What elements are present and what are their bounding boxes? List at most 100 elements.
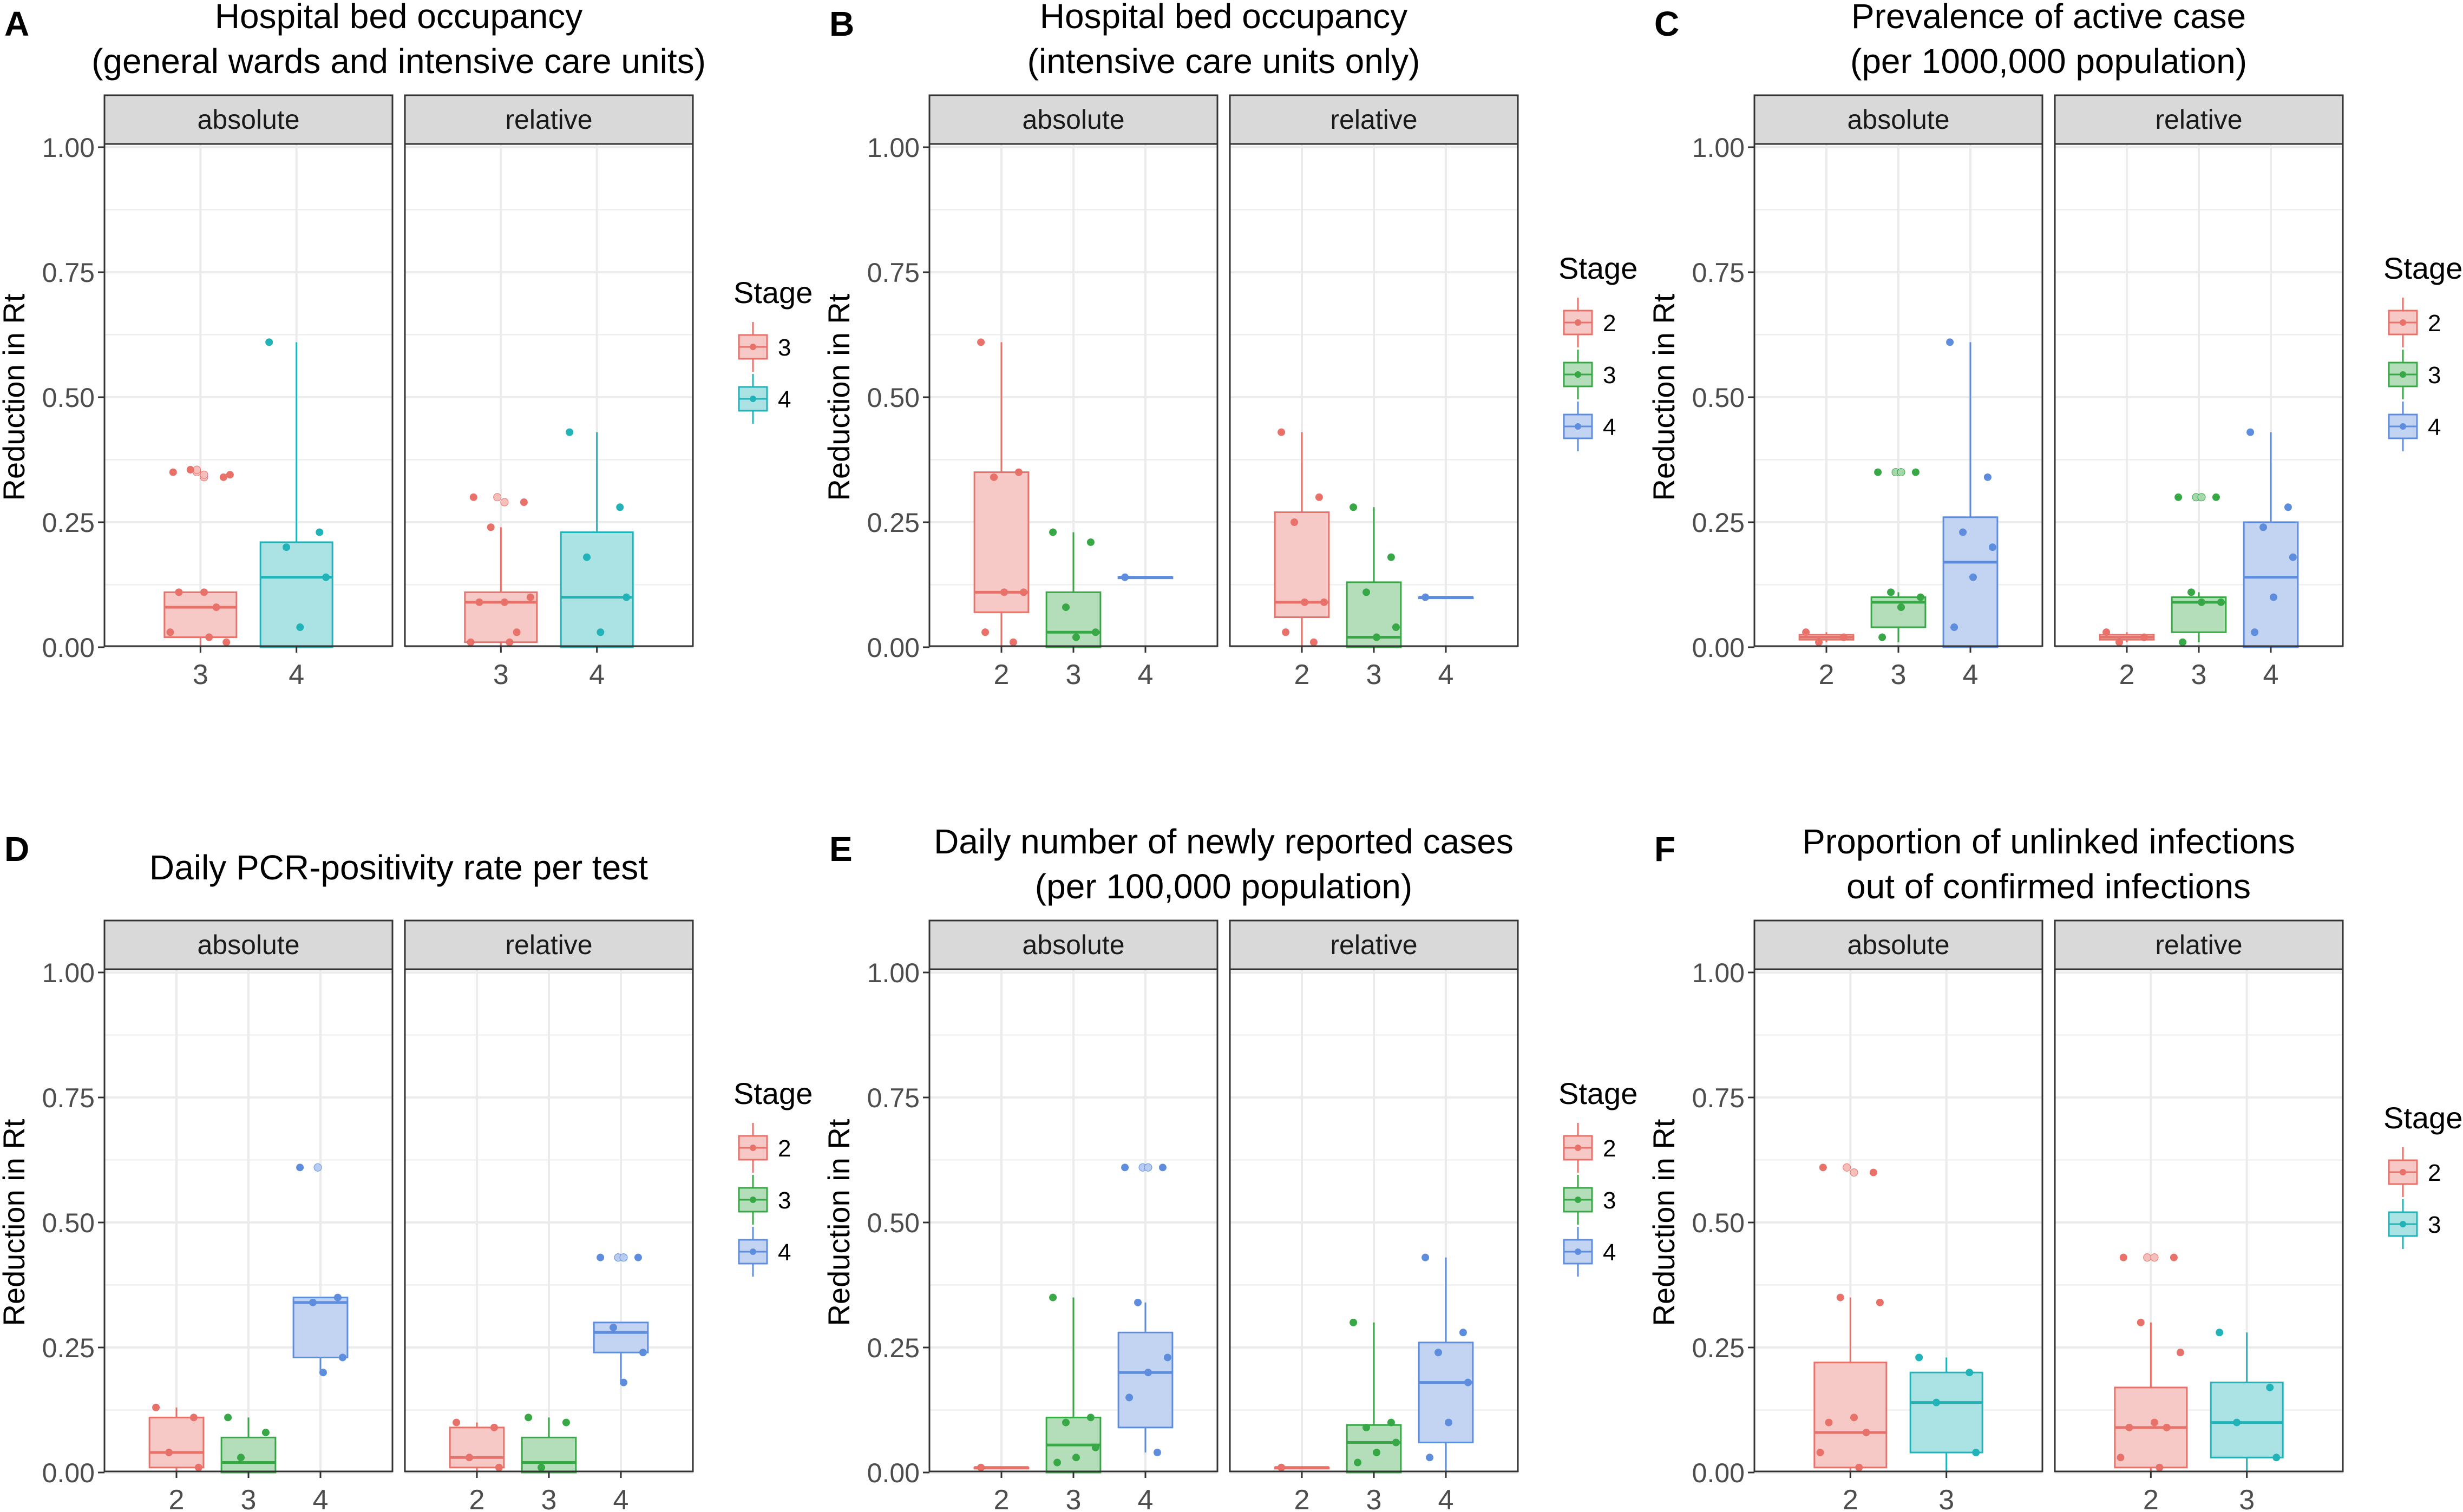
box-iqr	[220, 1436, 277, 1474]
panel-title-line: Daily number of newly reported cases	[934, 822, 1514, 861]
data-point	[506, 638, 514, 646]
facet-strip	[2054, 919, 2344, 970]
y-tick-label: 1.00	[867, 958, 920, 988]
facet-strip	[928, 919, 1219, 970]
data-point	[1816, 1449, 1824, 1457]
data-point	[309, 1298, 317, 1306]
data-point	[2176, 1349, 2184, 1357]
x-tick-label: 2	[2119, 659, 2135, 691]
data-point	[526, 593, 534, 601]
data-point	[194, 1463, 202, 1471]
data-point	[296, 1163, 304, 1172]
data-point	[1815, 638, 1823, 646]
box-iqr	[163, 591, 238, 639]
data-point	[513, 628, 521, 636]
data-point	[990, 473, 998, 481]
facet-relative: relative 2 3	[2054, 919, 2344, 1512]
data-point	[475, 598, 483, 606]
data-point	[1434, 1349, 1443, 1357]
data-point	[1158, 1163, 1167, 1172]
data-point	[1444, 1418, 1452, 1426]
data-point	[1320, 598, 1328, 606]
box-iqr	[593, 1322, 649, 1353]
data-point	[610, 1324, 618, 1332]
data-point	[1972, 1449, 1980, 1457]
box-iqr	[560, 531, 634, 648]
data-point	[175, 588, 183, 596]
x-tick-label: 2	[1819, 659, 1835, 691]
panel-title-line: (general wards and intensive care units)	[91, 42, 706, 81]
box-stage-4	[593, 1253, 649, 1386]
legend: Stage 3 4	[733, 275, 813, 424]
plot-border	[1753, 968, 2043, 1472]
data-point	[500, 598, 508, 606]
box-stage-2	[973, 338, 1030, 647]
box-stage-3	[521, 1414, 577, 1474]
box-iqr	[521, 1436, 577, 1474]
panel-c: C Prevalence of active case (per 1000,000 …	[1647, 0, 2462, 691]
y-tick-label: 0.75	[867, 1083, 920, 1113]
x-tick-label: 3	[1366, 659, 1382, 691]
x-tick-label: 2	[994, 659, 1010, 691]
panel-label: B	[829, 4, 854, 43]
y-axis-label: Reduction in Rt	[0, 293, 31, 501]
box-iqr	[1418, 1342, 1474, 1444]
data-point	[1362, 588, 1371, 596]
y-tick-label: 0.25	[1692, 1333, 1745, 1363]
legend-label: 4	[778, 1239, 791, 1266]
panel-title-line: (per 1000,000 population)	[1850, 42, 2247, 81]
y-tick-label: 0.25	[867, 508, 920, 538]
plot-area	[104, 144, 392, 646]
data-point	[2266, 1383, 2274, 1391]
data-point	[1091, 628, 1099, 636]
x-tick-label: 2	[169, 1484, 185, 1512]
box-stage-4	[1942, 338, 1999, 648]
data-point	[1387, 553, 1395, 561]
plot-border	[2054, 968, 2344, 1472]
y-tick-label: 0.25	[42, 1333, 95, 1363]
data-point	[1291, 518, 1299, 526]
outlier-point	[493, 493, 502, 502]
y-axis-label: Reduction in Rt	[822, 293, 856, 501]
y-axis-label: Reduction in Rt	[0, 1119, 31, 1326]
box-iqr	[1813, 1362, 1888, 1469]
facet-strip	[1229, 94, 1519, 145]
data-point	[1802, 628, 1810, 636]
box-iqr	[449, 1426, 505, 1469]
data-point	[1392, 1438, 1400, 1447]
box-stage-4	[1418, 593, 1474, 601]
legend-key-point	[2400, 319, 2406, 326]
data-point	[189, 1414, 198, 1422]
x-tick-label: 3	[193, 659, 208, 691]
data-point	[1000, 588, 1008, 596]
data-point	[2174, 493, 2183, 501]
data-point	[2289, 553, 2297, 561]
data-point	[2246, 428, 2255, 436]
data-point	[1086, 538, 1095, 546]
facet-strip-label: absolute	[197, 930, 299, 960]
outlier-point	[619, 1253, 628, 1262]
facet-strip	[2054, 94, 2344, 145]
facet-strip-label: absolute	[197, 104, 299, 135]
legend-label: 2	[2428, 1160, 2441, 1186]
data-point	[977, 338, 985, 346]
data-point	[1855, 1463, 1863, 1471]
box-iqr	[1045, 591, 1102, 648]
y-tick-label: 0.50	[1692, 1208, 1745, 1238]
data-point	[2233, 1418, 2241, 1426]
data-point	[1062, 603, 1070, 612]
facet-absolute: absolute 2 3 4	[1753, 94, 2043, 691]
y-tick-label: 1.00	[867, 133, 920, 163]
legend-title: Stage	[1558, 1076, 1637, 1110]
data-point	[1372, 1449, 1380, 1457]
box-stage-3	[464, 493, 538, 647]
box-iqr	[292, 1297, 349, 1358]
outlier-point	[1843, 1163, 1851, 1172]
legend: Stage 2 3 4	[733, 1076, 813, 1277]
data-point	[2125, 1423, 2133, 1431]
facet-strip-label: relative	[505, 104, 592, 135]
panel-title-line: (per 100,000 population)	[1035, 867, 1412, 906]
y-tick-label: 0.25	[867, 1333, 920, 1363]
y-tick-label: 0.75	[42, 258, 95, 288]
